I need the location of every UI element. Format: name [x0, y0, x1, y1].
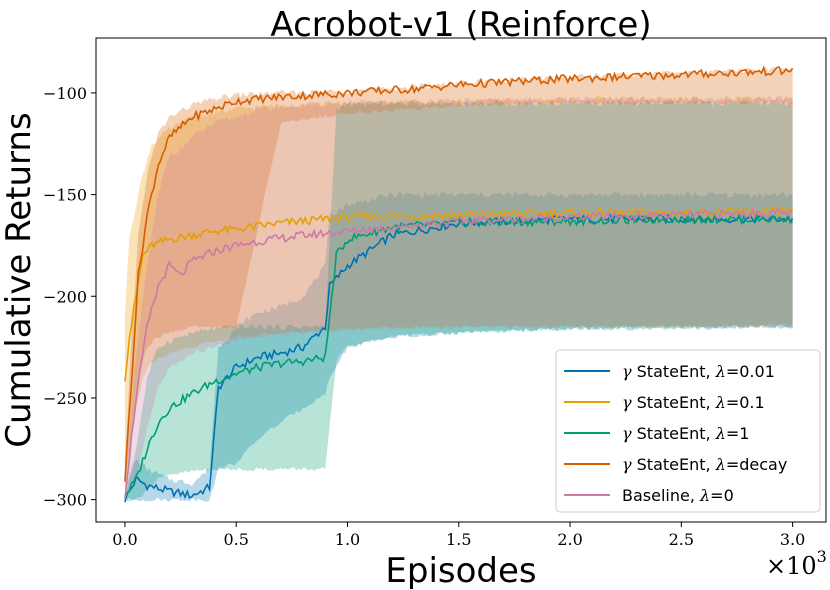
series-lines	[124, 65, 794, 503]
line-series-2	[124, 212, 794, 498]
y-tick-label: −300	[43, 491, 87, 510]
legend-entry: γ StateEnt, λ=1	[622, 424, 749, 443]
line-series-4	[124, 207, 793, 500]
band-series-2	[124, 100, 793, 502]
x-tick-label: 0.5	[223, 530, 248, 549]
x-tick-label: 1.0	[335, 530, 360, 549]
line-series-0	[124, 213, 794, 503]
legend-entry: Baseline, λ=0	[622, 486, 734, 505]
legend-entry: γ StateEnt, λ=0.01	[622, 362, 775, 381]
y-tick-label: −200	[43, 287, 87, 306]
legend-entry: γ StateEnt, λ=decay	[622, 455, 787, 474]
band-series-0	[124, 191, 793, 502]
y-axis-ticks: −300 −250 −200 −150 −100	[43, 84, 96, 510]
y-axis-label: Cumulative Returns	[0, 112, 39, 447]
band-series-1	[124, 95, 793, 480]
band-series-3	[124, 66, 793, 488]
x-axis-ticks: 0.0 0.5 1.0 1.5 2.0 2.5 3.0	[112, 522, 805, 549]
y-tick-label: −250	[43, 389, 87, 408]
x-tick-label: 2.5	[669, 530, 694, 549]
line-series-3	[124, 65, 794, 482]
confidence-bands	[124, 66, 793, 502]
legend-box	[555, 349, 821, 513]
x-tick-label: 2.0	[557, 530, 582, 549]
y-tick-label: −150	[43, 186, 87, 205]
legend-entry: γ StateEnt, λ=0.1	[622, 393, 765, 412]
plot-frame	[95, 37, 827, 523]
x-tick-label: 1.5	[446, 530, 471, 549]
x-axis-label: Episodes	[385, 551, 536, 590]
x-tick-label: 0.0	[112, 530, 137, 549]
y-tick-label: −100	[43, 84, 87, 103]
x-tick-label: 3.0	[780, 530, 805, 549]
x-axis-multiplier: ×103	[766, 547, 827, 580]
legend: γ StateEnt, λ=0.01 γ StateEnt, λ=0.1 γ Sta…	[555, 349, 821, 513]
chart-title: Acrobot-v1 (Reinforce)	[270, 5, 651, 45]
band-series-4	[124, 95, 793, 499]
